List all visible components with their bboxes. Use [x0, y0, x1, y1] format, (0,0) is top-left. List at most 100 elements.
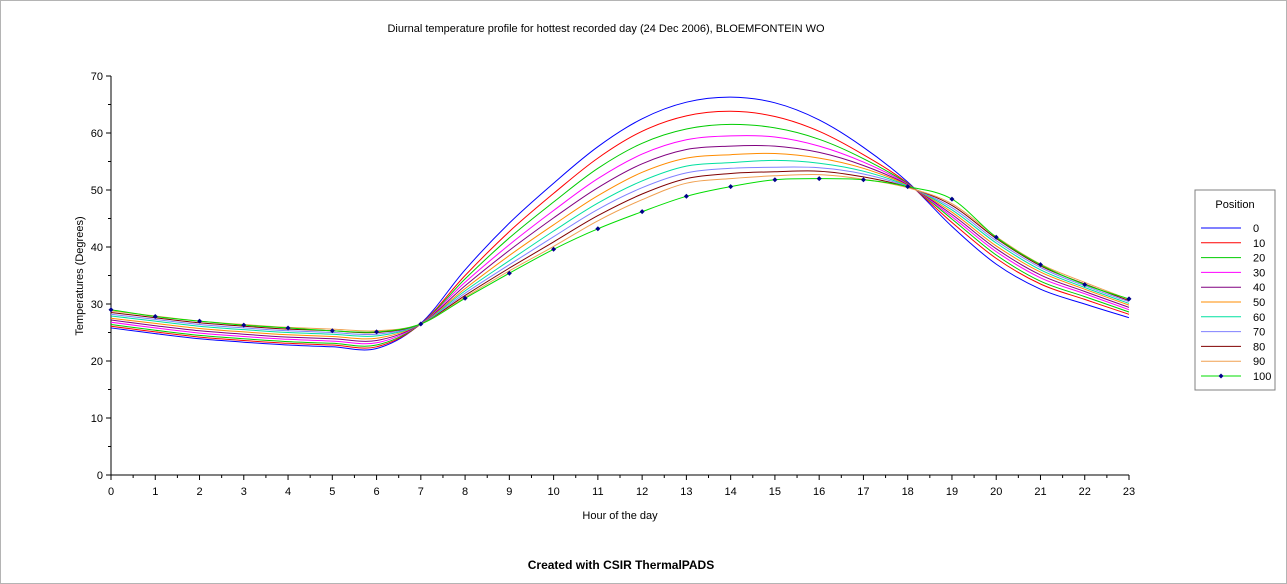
- data-point: [285, 325, 291, 331]
- legend-title: Position: [1215, 199, 1254, 211]
- series-50: [110, 152, 1130, 340]
- series-line-60: [110, 159, 1130, 337]
- x-tick-label: 1: [152, 486, 158, 498]
- legend-label: 40: [1253, 282, 1265, 294]
- data-point: [772, 177, 778, 183]
- data-point: [197, 318, 203, 324]
- legend-box: [1194, 189, 1276, 391]
- series-10: [110, 110, 1130, 349]
- series-line-0: [110, 96, 1130, 351]
- x-tick-label: 4: [285, 486, 291, 498]
- series-30: [110, 135, 1130, 345]
- x-axis-label: Hour of the day: [582, 510, 658, 522]
- legend-entry-30: 30: [1201, 267, 1265, 279]
- x-tick-label: 9: [506, 486, 512, 498]
- data-point: [108, 307, 114, 313]
- data-point: [152, 314, 158, 320]
- x-tick-label: 10: [547, 486, 559, 498]
- data-point: [949, 196, 955, 202]
- x-tick-label: 18: [902, 486, 914, 498]
- data-point: [1082, 282, 1088, 288]
- y-tick-label: 0: [97, 470, 103, 482]
- data-point: [816, 176, 822, 182]
- y-tick-label: 30: [91, 299, 103, 311]
- x-tick-label: 3: [241, 486, 247, 498]
- legend-label: 100: [1253, 371, 1271, 383]
- series-line-30: [110, 135, 1130, 345]
- legend-label: 60: [1253, 312, 1265, 324]
- series-20: [110, 123, 1130, 347]
- legend-entries: 0 10 20 30 40 50 60 70 80 90 100: [1201, 223, 1271, 383]
- series-line-100: [110, 178, 1130, 333]
- data-point: [905, 184, 911, 190]
- legend-entry-10: 10: [1201, 238, 1265, 250]
- series-line-50: [110, 152, 1130, 340]
- series-line-40: [110, 145, 1130, 342]
- x-tick-label: 23: [1123, 486, 1135, 498]
- data-point: [462, 295, 468, 301]
- legend-entry-80: 80: [1201, 341, 1265, 353]
- y-tick-label: 50: [91, 185, 103, 197]
- series-80: [110, 170, 1130, 334]
- legend-label: 0: [1253, 223, 1259, 235]
- legend-label: 70: [1253, 327, 1265, 339]
- x-tick-label: 19: [946, 486, 958, 498]
- legend-label: 10: [1253, 238, 1265, 250]
- series-line-70: [110, 166, 1130, 336]
- legend-label: 30: [1253, 267, 1265, 279]
- y-ticks: 0 10 20 30 40 50 60 70: [91, 71, 111, 482]
- y-tick-label: 10: [91, 413, 103, 425]
- legend-entry-60: 60: [1201, 312, 1265, 324]
- series-layer: [108, 96, 1132, 351]
- x-tick-label: 8: [462, 486, 468, 498]
- legend-entry-0: 0: [1201, 223, 1259, 235]
- x-ticks: 0 1 2 3 4 5 6 7 8 9 10 11 12 13 14 15 16 17 18 19 20 21 22 23: [108, 475, 1135, 498]
- legend-entry-40: 40: [1201, 282, 1265, 294]
- series-100: [108, 176, 1132, 335]
- y-tick-label: 20: [91, 356, 103, 368]
- x-tick-label: 12: [636, 486, 648, 498]
- legend-entry-100: 100: [1201, 371, 1271, 383]
- series-70: [110, 166, 1130, 336]
- x-tick-label: 17: [857, 486, 869, 498]
- data-point: [1126, 296, 1132, 302]
- series-0: [110, 96, 1130, 351]
- x-tick-label: 7: [418, 486, 424, 498]
- data-point: [639, 209, 645, 215]
- data-point: [329, 328, 335, 334]
- x-tick-label: 21: [1034, 486, 1046, 498]
- x-tick-label: 2: [196, 486, 202, 498]
- data-point: [860, 177, 866, 183]
- x-tick-label: 22: [1079, 486, 1091, 498]
- legend-label: 90: [1253, 356, 1265, 368]
- y-tick-label: 60: [91, 128, 103, 140]
- x-tick-label: 20: [990, 486, 1002, 498]
- legend-entry-70: 70: [1201, 327, 1265, 339]
- chart-title: Diurnal temperature profile for hottest …: [387, 23, 825, 35]
- x-tick-label: 0: [108, 486, 114, 498]
- legend-label: 50: [1253, 297, 1265, 309]
- data-point: [551, 246, 557, 252]
- data-point: [241, 322, 247, 328]
- series-60: [110, 159, 1130, 337]
- legend-entry-50: 50: [1201, 297, 1265, 309]
- data-point: [595, 226, 601, 232]
- y-tick-label: 70: [91, 71, 103, 83]
- x-tick-label: 11: [592, 486, 603, 498]
- footer-caption: Created with CSIR ThermalPADS: [527, 558, 715, 572]
- x-tick-label: 15: [769, 486, 781, 498]
- y-tick-label: 40: [91, 242, 103, 254]
- legend-entry-20: 20: [1201, 253, 1265, 265]
- data-point: [1037, 262, 1043, 268]
- data-point: [374, 329, 380, 335]
- legend-entry-90: 90: [1201, 356, 1265, 368]
- axes: [110, 76, 1129, 476]
- legend-label: 80: [1253, 341, 1265, 353]
- x-tick-label: 5: [329, 486, 335, 498]
- legend: Position 0 10 20 30 40 50 60 70 80 90 100: [1194, 189, 1276, 391]
- legend-marker: [1218, 373, 1224, 379]
- series-line-10: [110, 110, 1130, 349]
- series-line-20: [110, 123, 1130, 347]
